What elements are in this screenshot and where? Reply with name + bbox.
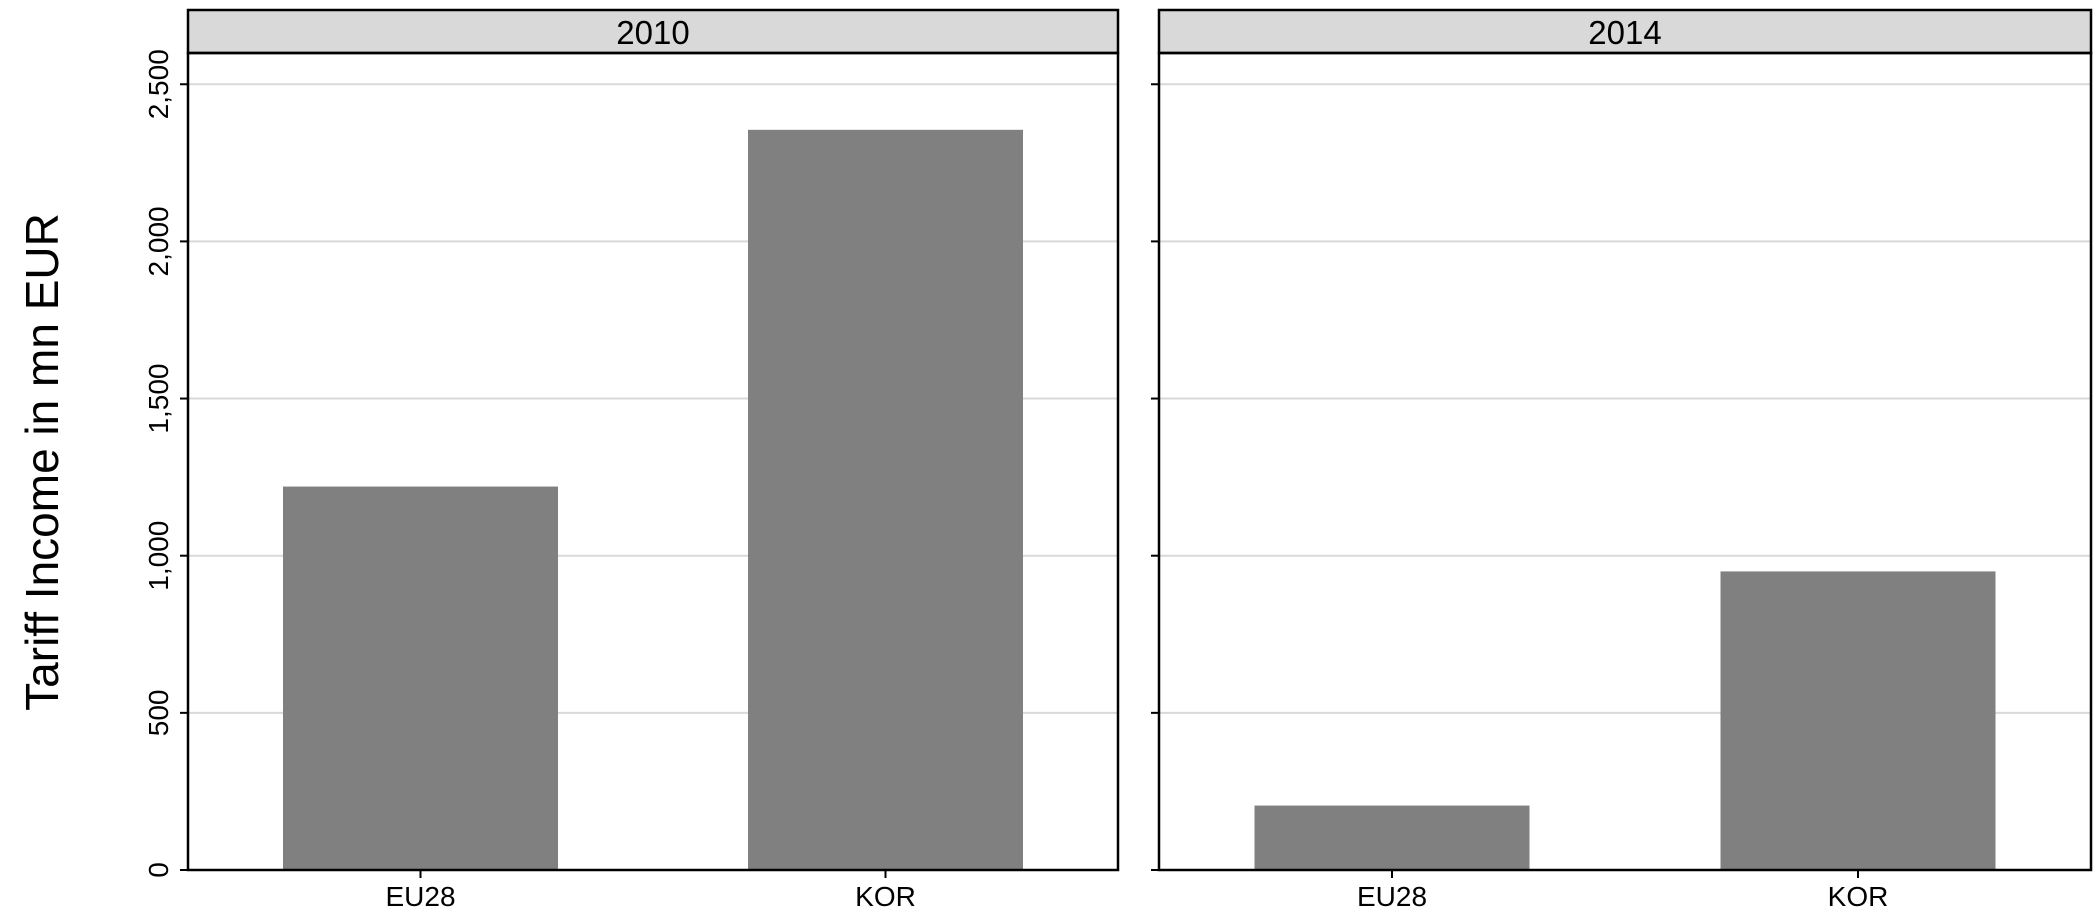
y-tick-label: 1,000 [143, 521, 174, 591]
x-tick-label: KOR [1828, 881, 1889, 912]
y-axis: 0 500 1,000 1,500 2,000 2,500 [143, 49, 174, 878]
y-tick-label: 2,500 [143, 49, 174, 119]
panel-strip [186, 8, 1120, 55]
panel-title: 2014 [1588, 14, 1661, 51]
y-tick-label: 500 [143, 689, 174, 736]
panels: EU28 KOR 2010 EU28 KOR 2014 0 500 1,000 1,500 2,00… [143, 8, 2093, 912]
bar-eu28-2010 [283, 486, 558, 870]
y-tick-label: 1,500 [143, 364, 174, 434]
panel-frame [186, 51, 1120, 872]
bar-eu28-2014 [1254, 805, 1530, 870]
x-tick-label: EU28 [1357, 881, 1427, 912]
y-tick-label: 2,000 [143, 206, 174, 276]
panel-2014: EU28 KOR 2014 [1151, 8, 2093, 912]
y-axis-title: Tariff Income in mn EUR [16, 213, 68, 711]
panel-2010: EU28 KOR 2010 [180, 8, 1120, 912]
panel-title: 2010 [616, 14, 689, 51]
bar-kor-2014 [1720, 571, 1996, 870]
y-tick-label: 0 [143, 862, 174, 878]
panel-frame [1157, 51, 2093, 872]
x-tick-label: EU28 [385, 881, 455, 912]
x-tick-label: KOR [855, 881, 916, 912]
panel-strip [1157, 8, 2093, 55]
bar-kor-2010 [748, 129, 1023, 871]
